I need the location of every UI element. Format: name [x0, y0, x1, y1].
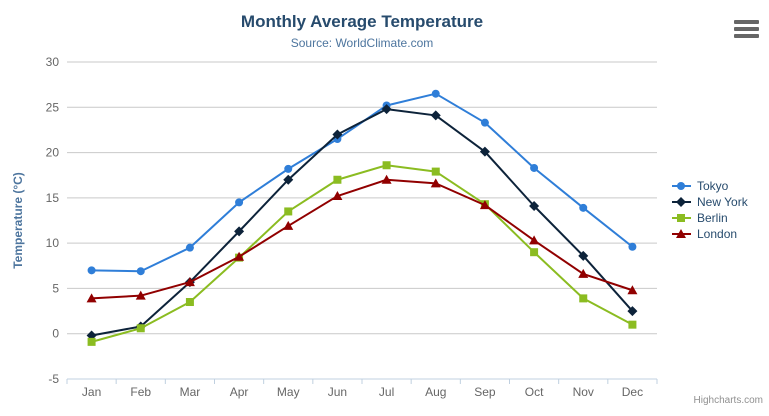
data-point-marker[interactable] [479, 200, 490, 210]
data-point-marker[interactable] [87, 266, 96, 275]
legend-item-berlin[interactable]: Berlin [671, 210, 748, 226]
data-point-marker[interactable] [234, 226, 245, 237]
data-point-marker[interactable] [283, 220, 294, 230]
x-axis-tick-label: Aug [425, 385, 446, 399]
series-new-york [86, 104, 638, 341]
x-axis-tick-label: Feb [130, 385, 151, 399]
legend: Tokyo New York Berlin London [671, 178, 748, 242]
data-point-marker[interactable] [235, 198, 244, 207]
data-point-marker[interactable] [86, 293, 97, 303]
data-point-marker[interactable] [431, 167, 440, 176]
x-axis-tick-label: Jan [82, 385, 101, 399]
series-line-new-york[interactable] [90, 108, 634, 337]
series-line-berlin[interactable] [90, 164, 634, 343]
data-point-marker[interactable] [135, 290, 146, 300]
data-point-marker[interactable] [136, 324, 145, 333]
data-point-marker[interactable] [136, 267, 145, 276]
x-axis-tick-label: Jul [379, 385, 394, 399]
chart-subtitle: Source: WorldClimate.com [290, 36, 434, 50]
y-axis-tick-label: 25 [46, 100, 60, 114]
x-axis-tick-label: Jun [328, 385, 347, 399]
y-axis-tick-label: -5 [48, 372, 59, 386]
series-line-london[interactable] [90, 178, 634, 300]
data-point-marker[interactable] [480, 118, 489, 127]
chart-title: Monthly Average Temperature [240, 12, 484, 31]
x-axis-tick-label: Nov [573, 385, 594, 399]
data-point-marker[interactable] [627, 285, 638, 295]
y-axis-tick-label: 20 [46, 146, 60, 160]
data-point-marker[interactable] [332, 129, 343, 140]
data-point-marker[interactable] [578, 250, 589, 261]
circle-marker-icon [672, 182, 691, 190]
data-point-marker[interactable] [332, 191, 343, 201]
data-point-marker[interactable] [529, 201, 540, 212]
y-axis-tick-label: 15 [46, 191, 60, 205]
data-point-marker[interactable] [431, 89, 440, 98]
data-point-marker[interactable] [530, 248, 539, 257]
legend-label: New York [697, 195, 748, 209]
data-point-marker[interactable] [185, 243, 194, 252]
data-point-marker[interactable] [333, 175, 342, 184]
x-axis-tick-label: May [277, 385, 300, 399]
data-point-marker[interactable] [234, 251, 245, 261]
data-point-marker[interactable] [628, 320, 637, 329]
data-point-marker[interactable] [529, 235, 540, 245]
data-point-marker[interactable] [381, 104, 392, 115]
hamburger-icon [733, 19, 760, 38]
data-point-marker[interactable] [676, 197, 686, 207]
data-point-marker[interactable] [382, 161, 391, 170]
x-axis-tick-label: Dec [622, 385, 643, 399]
series-line-tokyo[interactable] [90, 92, 634, 273]
x-axis-tick-label: Apr [230, 385, 249, 399]
legend-label: Tokyo [697, 179, 729, 193]
data-point-marker[interactable] [479, 146, 490, 157]
legend-label: London [697, 227, 738, 241]
legend-item-new-york[interactable]: New York [671, 194, 748, 210]
data-point-marker[interactable] [579, 203, 588, 212]
y-axis-title: Temperature (°C) [11, 172, 25, 269]
data-point-marker[interactable] [87, 337, 96, 346]
triangle-marker-icon [672, 229, 691, 238]
data-point-marker[interactable] [627, 306, 638, 317]
y-axis-tick-label: 5 [52, 281, 59, 295]
series-london [86, 174, 638, 303]
data-point-marker[interactable] [283, 174, 294, 185]
data-point-marker[interactable] [579, 294, 588, 303]
square-marker-icon [672, 214, 691, 222]
data-point-marker[interactable] [578, 268, 589, 278]
legend-item-tokyo[interactable]: Tokyo [671, 178, 748, 194]
legend-label: Berlin [697, 211, 728, 225]
y-axis-tick-label: 30 [46, 55, 60, 69]
data-point-marker[interactable] [284, 207, 293, 216]
y-axis-tick-label: 10 [46, 236, 60, 250]
credits-link[interactable]: Highcharts.com [693, 395, 763, 406]
x-axis-tick-label: Mar [180, 385, 201, 399]
x-axis-tick-label: Sep [474, 385, 496, 399]
data-point-marker[interactable] [628, 242, 637, 251]
legend-item-london[interactable]: London [671, 226, 748, 242]
data-point-marker[interactable] [530, 163, 539, 172]
y-axis-tick-label: 0 [52, 327, 59, 341]
diamond-marker-icon [672, 197, 691, 207]
data-point-marker[interactable] [184, 277, 195, 287]
data-point-marker[interactable] [676, 229, 686, 238]
data-point-marker[interactable] [185, 298, 194, 307]
data-point-marker[interactable] [430, 178, 441, 188]
data-point-marker[interactable] [677, 214, 685, 222]
export-menu-button[interactable] [733, 19, 760, 41]
data-point-marker[interactable] [677, 182, 685, 190]
data-point-marker[interactable] [284, 164, 293, 173]
data-point-marker[interactable] [430, 110, 441, 121]
x-axis-tick-label: Oct [525, 385, 544, 399]
series-tokyo [87, 89, 637, 276]
data-point-marker[interactable] [381, 174, 392, 184]
